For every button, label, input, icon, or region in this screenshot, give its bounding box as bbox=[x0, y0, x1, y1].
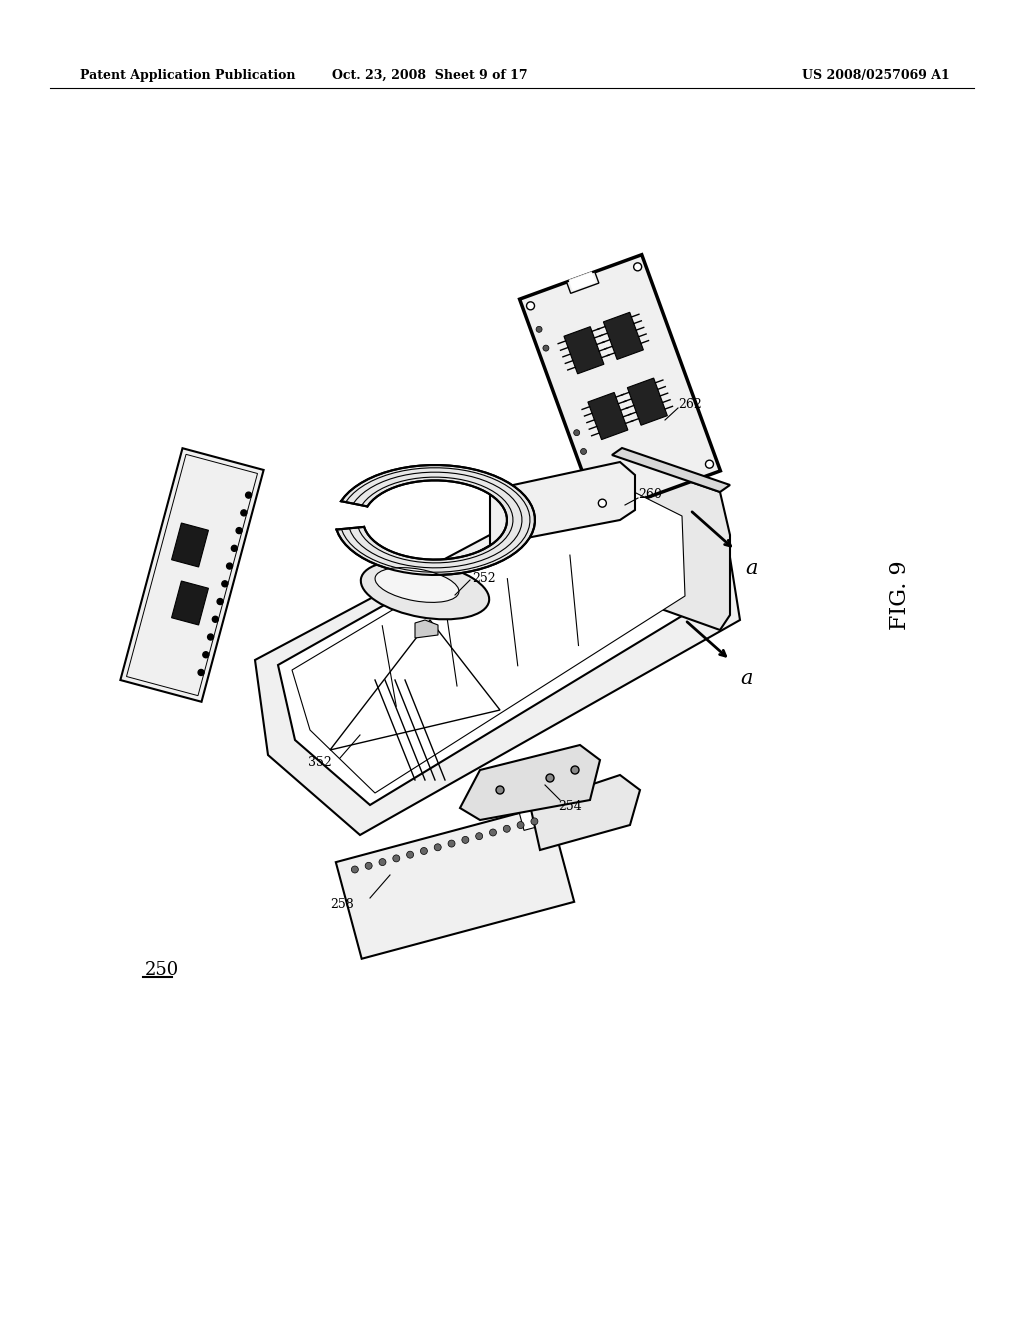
Polygon shape bbox=[588, 392, 628, 440]
Circle shape bbox=[366, 862, 372, 870]
Polygon shape bbox=[336, 805, 574, 958]
Circle shape bbox=[198, 669, 204, 676]
Circle shape bbox=[407, 851, 414, 858]
Polygon shape bbox=[292, 480, 685, 793]
Text: 252: 252 bbox=[472, 572, 496, 585]
Polygon shape bbox=[519, 808, 544, 830]
Circle shape bbox=[573, 430, 580, 436]
Circle shape bbox=[351, 866, 358, 873]
Text: a: a bbox=[745, 558, 758, 578]
Text: 260: 260 bbox=[638, 487, 662, 500]
Polygon shape bbox=[530, 775, 640, 850]
Circle shape bbox=[598, 499, 606, 507]
Circle shape bbox=[393, 855, 399, 862]
Text: 352: 352 bbox=[308, 755, 332, 768]
Circle shape bbox=[517, 821, 524, 829]
Ellipse shape bbox=[360, 561, 489, 619]
Text: Oct. 23, 2008  Sheet 9 of 17: Oct. 23, 2008 Sheet 9 of 17 bbox=[332, 69, 527, 82]
Circle shape bbox=[503, 825, 510, 833]
Circle shape bbox=[231, 545, 238, 552]
Text: Patent Application Publication: Patent Application Publication bbox=[80, 69, 296, 82]
Text: a: a bbox=[740, 668, 753, 688]
Circle shape bbox=[237, 528, 242, 533]
Circle shape bbox=[208, 634, 214, 640]
Circle shape bbox=[706, 461, 714, 469]
Polygon shape bbox=[121, 449, 263, 702]
Circle shape bbox=[434, 843, 441, 851]
Circle shape bbox=[462, 837, 469, 843]
Circle shape bbox=[241, 510, 247, 516]
Polygon shape bbox=[278, 473, 700, 805]
Polygon shape bbox=[460, 744, 600, 820]
Polygon shape bbox=[608, 455, 730, 630]
Text: 250: 250 bbox=[145, 961, 179, 979]
Circle shape bbox=[421, 847, 427, 854]
Circle shape bbox=[496, 785, 504, 795]
Circle shape bbox=[246, 492, 252, 498]
Circle shape bbox=[212, 616, 218, 622]
Circle shape bbox=[489, 829, 497, 836]
Text: 262: 262 bbox=[678, 397, 701, 411]
Polygon shape bbox=[566, 272, 599, 293]
Circle shape bbox=[543, 345, 549, 351]
Polygon shape bbox=[172, 523, 209, 568]
Circle shape bbox=[217, 598, 223, 605]
Polygon shape bbox=[628, 378, 668, 425]
Polygon shape bbox=[519, 255, 721, 515]
Text: 254: 254 bbox=[558, 800, 582, 813]
Circle shape bbox=[546, 774, 554, 781]
Circle shape bbox=[379, 858, 386, 866]
Circle shape bbox=[203, 652, 209, 657]
Text: 258: 258 bbox=[330, 899, 353, 912]
Circle shape bbox=[530, 818, 538, 825]
Polygon shape bbox=[612, 447, 730, 492]
Polygon shape bbox=[564, 326, 604, 374]
Text: FIG. 9: FIG. 9 bbox=[889, 560, 911, 630]
Circle shape bbox=[571, 766, 579, 774]
Circle shape bbox=[537, 326, 542, 333]
Circle shape bbox=[476, 833, 482, 840]
Polygon shape bbox=[337, 465, 535, 576]
Circle shape bbox=[526, 302, 535, 310]
Polygon shape bbox=[522, 801, 534, 812]
Circle shape bbox=[581, 449, 587, 454]
Polygon shape bbox=[255, 455, 740, 836]
Polygon shape bbox=[172, 581, 209, 624]
Polygon shape bbox=[569, 272, 595, 290]
Polygon shape bbox=[415, 620, 438, 638]
Circle shape bbox=[449, 840, 455, 847]
Ellipse shape bbox=[375, 568, 459, 602]
Circle shape bbox=[222, 581, 228, 587]
Polygon shape bbox=[603, 313, 643, 359]
Circle shape bbox=[634, 263, 642, 271]
Text: US 2008/0257069 A1: US 2008/0257069 A1 bbox=[802, 69, 950, 82]
Circle shape bbox=[226, 564, 232, 569]
Polygon shape bbox=[490, 462, 635, 545]
